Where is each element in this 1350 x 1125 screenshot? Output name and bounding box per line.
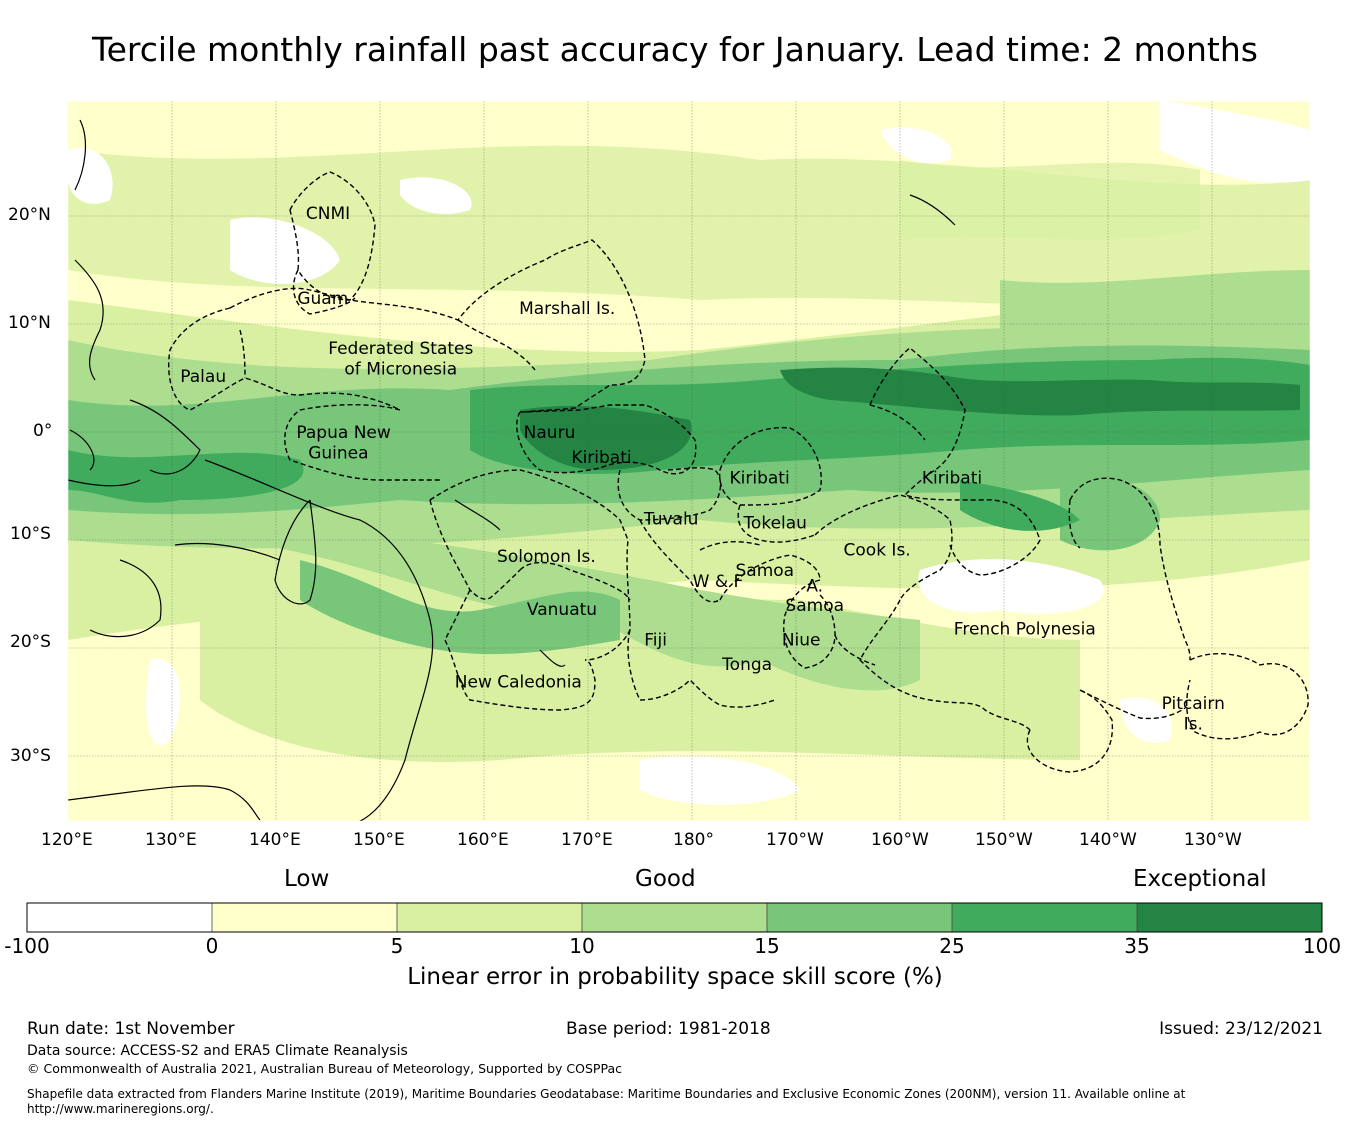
colorbar-tick: 0 [205,934,219,958]
region-label: CNMI [306,204,350,224]
region-label: Palau [180,367,226,387]
colorbar-segment [27,903,212,932]
colorbar-tick: 10 [569,934,595,958]
eez-boundaries [168,171,1309,773]
lat-tick: 30°S [10,746,51,766]
region-label: of Micronesia [344,359,457,379]
coastlines [68,119,956,821]
region-label: Tuvalu [643,509,699,529]
colorbar-segment [767,903,952,932]
region-label: Nauru [524,423,576,443]
region-label: Papua New [296,423,390,443]
category-low: Low [284,866,330,892]
region-label: A. [806,576,823,596]
lon-tick: 130°E [145,830,197,850]
colorbar-tick: 100 [1302,934,1342,958]
colorbar-tick: -100 [4,934,50,958]
lat-tick: 10°S [10,524,51,544]
region-label: New Caledonia [455,672,582,692]
lon-tick: 130°W [1184,830,1242,850]
negative-skill-patches [68,101,1310,805]
lat-tick: 20°N [8,205,51,225]
map-title: Tercile monthly rainfall past accuracy f… [92,30,1258,69]
colorbar-title: Linear error in probability space skill … [407,964,943,990]
issued-date: Issued: 23/12/2021 [1159,1019,1323,1039]
lon-tick: 140°E [249,830,301,850]
region-label: Tokelau [742,514,807,534]
region-label: Kiribati [922,468,982,488]
colorbar-tick: 25 [939,934,965,958]
region-label: Marshall Is. [519,299,615,319]
lon-tick: 120°E [41,830,93,850]
region-label: Guam [297,289,348,309]
colorbar-tick: 15 [754,934,780,958]
shapefile-credit: Shapefile data extracted from Flanders M… [27,1087,1186,1116]
region-label: French Polynesia [954,620,1096,640]
region-label: W & F [693,572,744,592]
region-label: Kiribati [730,468,790,488]
region-label: Guinea [308,444,368,464]
lon-tick: 170°E [561,830,613,850]
copyright: © Commonwealth of Australia 2021, Austra… [27,1061,622,1076]
colorbar-segment [952,903,1137,932]
colorbar [26,902,1323,933]
category-good: Good [635,866,696,892]
colorbar-segment [582,903,767,932]
colorbar-segment [1137,903,1322,932]
region-label: Fiji [644,630,667,650]
colorbar-tick: 5 [390,934,404,958]
lon-tick: 150°W [975,830,1033,850]
colorbar-tick: 35 [1124,934,1150,958]
lat-tick: 20°S [10,632,51,652]
lon-tick: 150°E [353,830,405,850]
lat-tick: 0° [33,421,53,441]
region-label: Samoa [736,561,795,581]
region-label: Pitcairn [1162,694,1225,714]
colorbar-segment [212,903,397,932]
region-label: Niue [782,630,821,650]
lat-tick: 10°N [8,313,51,333]
base-period: Base period: 1981-2018 [566,1019,771,1039]
region-label: Cook Is. [844,541,911,561]
region-label: Tonga [721,655,772,675]
lon-tick: 160°E [457,830,509,850]
data-source: Data source: ACCESS-S2 and ERA5 Climate … [27,1043,408,1059]
category-exceptional: Exceptional [1133,866,1267,892]
region-label: Federated States [328,339,473,359]
lon-tick: 160°W [871,830,929,850]
region-label: Kiribati [571,448,631,468]
colorbar-border [26,902,1323,933]
colorbar-segment [397,903,582,932]
region-label: Samoa [785,596,844,616]
run-date: Run date: 1st November [27,1019,235,1039]
lon-tick: 170°W [766,830,824,850]
region-label: Vanuatu [527,600,597,620]
lon-tick: 180° [673,830,714,850]
lon-tick: 140°W [1079,830,1137,850]
region-label: Solomon Is. [497,547,596,567]
region-label: Is. [1184,715,1203,735]
